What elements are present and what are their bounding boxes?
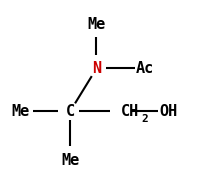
Text: Ac: Ac [135,61,153,76]
Text: Me: Me [61,153,79,169]
Text: OH: OH [159,103,177,119]
Text: 2: 2 [141,114,148,124]
Text: Me: Me [87,16,105,32]
Text: N: N [91,61,101,76]
Text: CH: CH [120,103,138,119]
Text: Me: Me [11,103,29,119]
Text: C: C [65,103,75,119]
